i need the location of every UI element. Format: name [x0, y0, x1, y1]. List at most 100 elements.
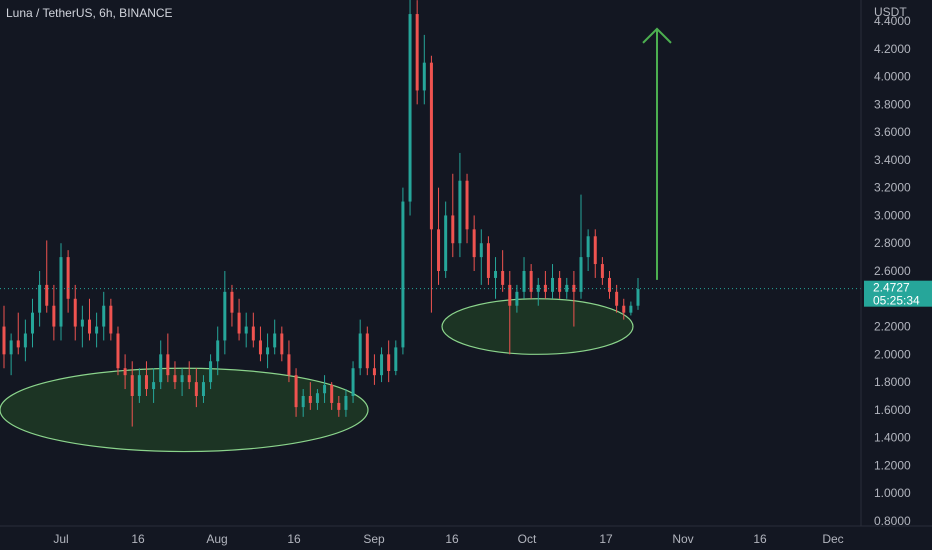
candle[interactable] — [579, 194, 583, 299]
candle-body — [372, 368, 376, 376]
candle[interactable] — [194, 368, 198, 408]
candle[interactable] — [486, 236, 490, 285]
candle[interactable] — [615, 284, 619, 313]
candle[interactable] — [365, 326, 369, 376]
candle[interactable] — [529, 264, 533, 299]
candle[interactable] — [251, 312, 255, 348]
candle[interactable] — [558, 271, 562, 299]
support-zone-ellipse[interactable] — [0, 367, 369, 453]
candle[interactable] — [144, 361, 148, 396]
candle[interactable] — [45, 240, 49, 313]
candle[interactable] — [187, 361, 191, 390]
candle[interactable] — [629, 301, 633, 316]
candle[interactable] — [551, 264, 555, 299]
candle[interactable] — [273, 319, 277, 355]
candle[interactable] — [266, 333, 270, 369]
candle[interactable] — [608, 271, 612, 299]
candle[interactable] — [622, 298, 626, 320]
candle[interactable] — [501, 250, 505, 292]
candle[interactable] — [73, 284, 77, 341]
candle[interactable] — [180, 368, 184, 396]
candle[interactable] — [137, 368, 141, 403]
candle[interactable] — [586, 229, 590, 271]
candle[interactable] — [152, 368, 156, 403]
candle[interactable] — [301, 389, 305, 417]
candle-body — [486, 243, 490, 278]
candle[interactable] — [159, 340, 163, 390]
candle[interactable] — [201, 375, 205, 403]
candle[interactable] — [308, 382, 312, 410]
candle[interactable] — [387, 340, 391, 383]
candle[interactable] — [109, 298, 113, 341]
candle[interactable] — [52, 284, 56, 341]
candle[interactable] — [479, 229, 483, 285]
candle[interactable] — [294, 368, 298, 417]
candle[interactable] — [565, 277, 569, 299]
candle[interactable] — [636, 277, 640, 310]
candle[interactable] — [572, 271, 576, 327]
candle[interactable] — [458, 152, 462, 258]
candle[interactable] — [38, 271, 42, 327]
candle[interactable] — [543, 271, 547, 299]
candle[interactable] — [536, 277, 540, 306]
candle[interactable] — [59, 243, 63, 341]
candle[interactable] — [209, 354, 213, 390]
time-axis[interactable]: Jul 16 Aug 16 Sep 16 Oct 17 Nov 16 Dec — [0, 525, 932, 546]
candle[interactable] — [16, 312, 20, 355]
candle[interactable] — [494, 257, 498, 299]
candle[interactable] — [223, 271, 227, 355]
candle[interactable] — [372, 354, 376, 385]
candle[interactable] — [415, 0, 419, 105]
candle[interactable] — [522, 257, 526, 299]
candle[interactable] — [2, 305, 6, 369]
candle[interactable] — [9, 333, 13, 376]
candle[interactable] — [287, 340, 291, 383]
candle[interactable] — [230, 284, 234, 327]
candle[interactable] — [330, 382, 334, 410]
candle-body — [23, 333, 27, 348]
candle[interactable] — [451, 173, 455, 258]
candle[interactable] — [123, 354, 127, 390]
candle[interactable] — [394, 340, 398, 376]
candle[interactable] — [66, 250, 70, 313]
candle[interactable] — [344, 389, 348, 417]
candle-body — [244, 326, 248, 334]
candle[interactable] — [95, 312, 99, 348]
candle[interactable] — [600, 257, 604, 285]
candle[interactable] — [351, 361, 355, 403]
candle[interactable] — [80, 305, 84, 348]
candle-body — [116, 333, 120, 369]
support-zone-ellipse[interactable] — [441, 298, 634, 355]
candle[interactable] — [437, 187, 441, 285]
candle[interactable] — [422, 34, 426, 105]
candle[interactable] — [23, 319, 27, 362]
candle[interactable] — [258, 326, 262, 362]
candle[interactable] — [515, 284, 519, 313]
candle[interactable] — [102, 291, 106, 341]
candle[interactable] — [237, 298, 241, 341]
candle[interactable] — [444, 201, 448, 278]
candle[interactable] — [401, 187, 405, 355]
candle[interactable] — [244, 312, 248, 348]
candle[interactable] — [593, 229, 597, 278]
candle[interactable] — [380, 347, 384, 383]
price-axis[interactable]: USDT 4.4000 4.2000 4.0000 3.8000 3.6000 3.400… — [860, 0, 911, 528]
candle[interactable] — [116, 326, 120, 376]
candle[interactable] — [166, 333, 170, 383]
candle[interactable] — [472, 215, 476, 271]
candle[interactable] — [87, 298, 91, 341]
candle[interactable] — [30, 298, 34, 348]
candle[interactable] — [465, 173, 469, 244]
candle[interactable] — [429, 55, 433, 313]
candle[interactable] — [408, 0, 412, 216]
candle[interactable] — [315, 389, 319, 410]
candle[interactable] — [323, 375, 327, 403]
candle[interactable] — [216, 326, 220, 376]
candle[interactable] — [358, 319, 362, 376]
candle[interactable] — [173, 361, 177, 390]
candle[interactable] — [130, 361, 134, 427]
candle[interactable] — [280, 326, 284, 362]
candle[interactable] — [508, 271, 512, 355]
candle[interactable] — [337, 396, 341, 417]
